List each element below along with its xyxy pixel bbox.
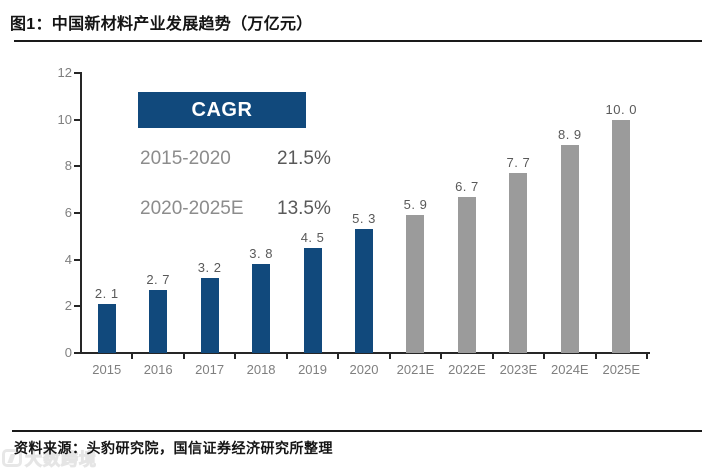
figure-title: 图1：中国新材料产业发展趋势（万亿元） [10,16,313,33]
cagr-period-label: 2015-2020 [140,148,231,169]
y-axis-tick-label: 8 [64,158,72,174]
x-axis-tick [388,354,391,359]
cagr-percent-value: 13.5% [277,198,331,219]
y-axis-tick [74,352,81,354]
y-axis-tick [74,118,81,121]
x-axis-tick [337,354,340,359]
watermark-text: 大数跨境 [25,450,97,470]
title-divider-line [14,40,702,42]
bar-value-label: 5. 9 [403,197,428,213]
y-axis-tick-label: 10 [57,111,72,127]
y-axis-line [80,72,82,354]
x-axis-category-label: 2022E [448,362,486,377]
y-axis-tick [74,72,81,74]
bar-2022E [457,196,476,353]
x-axis-tick [440,354,443,359]
bar-value-label: 5. 3 [352,211,376,227]
bar-2025E [612,119,631,353]
cagr-row-2020-2025e: 2020-2025E 13.5% [140,198,400,220]
x-axis-category-label: 2025E [602,362,641,377]
x-axis-line [80,352,650,354]
bar-2023E [509,173,528,353]
bar-2015 [97,304,116,353]
bar-value-label: 8. 9 [557,127,582,143]
x-axis-category-label: 2021E [396,362,435,377]
x-axis-category-label: 2019 [298,362,327,377]
source-divider-line [12,430,702,432]
bar-value-label: 4. 5 [300,230,325,245]
bar-value-label: 2. 7 [146,272,171,287]
cagr-legend-box: CAGR [138,92,306,128]
x-axis-tick [646,354,648,359]
watermark-logo-icon [2,448,22,467]
y-axis-tick-label: 12 [57,65,72,80]
cagr-percent-value: 21.5% [277,148,331,169]
bar-2018 [252,264,271,353]
bar-value-label: 3. 8 [249,246,273,262]
x-axis-tick [543,354,546,359]
x-axis-tick [234,354,237,359]
y-axis-tick-label: 4 [64,251,72,267]
x-axis-tick [594,354,597,359]
x-axis-tick [131,354,134,359]
y-axis-tick-label: 6 [64,205,72,220]
x-axis-category-label: 2024E [551,362,589,377]
cagr-row-2015-2020: 2015-2020 21.5% [140,148,400,170]
x-axis-category-label: 2016 [143,362,173,377]
bar-value-label: 7. 7 [506,155,531,171]
bar-2024E [560,145,579,353]
x-axis-category-label: 2023E [499,362,538,377]
x-axis-tick [285,354,288,359]
bar-2021E [406,215,425,353]
y-axis-tick [74,258,81,261]
x-axis-category-label: 2020 [349,362,379,377]
bar-2016 [149,290,168,353]
x-axis-category-label: 2015 [92,362,122,377]
y-axis-tick [74,305,81,308]
data-source-note: 资料来源：头豹研究院，国信证券经济研究所整理 [14,440,333,456]
cagr-period-label: 2020-2025E [140,198,244,219]
x-axis-tick [182,354,185,359]
x-axis-tick [491,354,494,359]
y-axis-tick [74,212,81,214]
y-axis-tick [74,165,81,168]
y-axis-tick-label: 0 [64,345,72,360]
site-watermark: 大数跨境 [2,445,97,470]
bar-value-label: 2. 1 [94,286,119,301]
bar-value-label: 6. 7 [455,178,479,194]
x-axis-category-label: 2017 [195,362,225,377]
bar-2019 [303,248,322,353]
bar-value-label: 10. 0 [605,101,637,117]
x-axis-category-label: 2018 [246,362,276,377]
bar-2020 [355,229,373,353]
y-axis-tick-label: 2 [64,298,72,314]
bar-value-label: 3. 2 [197,260,222,276]
cagr-legend-title: CAGR [191,98,253,121]
bar-2017 [200,278,219,353]
